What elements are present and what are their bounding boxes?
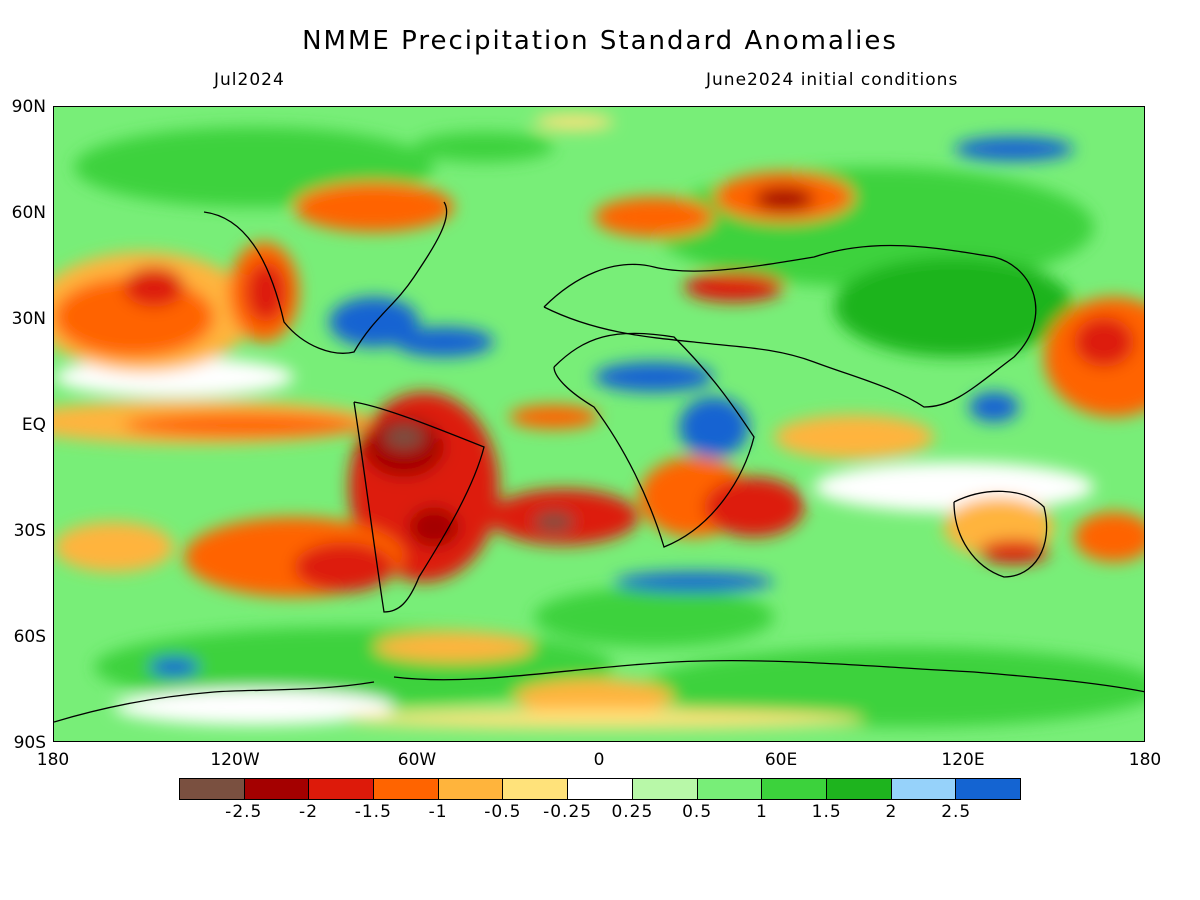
color-scale-label: -2 [299,802,318,822]
color-scale-label: 1.5 [812,802,842,822]
lon-label-60e: 60E [765,750,797,770]
color-scale-label: 0.5 [682,802,712,822]
color-scale-swatch [827,779,892,799]
color-scale-swatch [374,779,439,799]
color-scale-label: 1 [756,802,768,822]
lat-label-60n: 60N [0,203,46,223]
lat-label-30s: 30S [0,521,46,541]
color-scale-swatch [956,779,1020,799]
color-scale-swatch [698,779,763,799]
color-scale-label: 2 [886,802,898,822]
lon-label-120e: 120E [941,750,984,770]
lat-label-60s: 60S [0,627,46,647]
map-title: NMME Precipitation Standard Anomalies [0,26,1200,56]
color-scale-label: -1.5 [355,802,392,822]
color-scale-swatch [245,779,310,799]
valid-month-label: Jul2024 [214,70,285,90]
color-scale-swatch [503,779,568,799]
lon-label-180e: 180 [1129,750,1161,770]
color-scale-swatch [568,779,633,799]
color-scale-swatch [180,779,245,799]
lon-label-0: 0 [594,750,605,770]
anomaly-map [53,106,1145,742]
color-scale-bar [179,778,1021,800]
color-scale-swatch [309,779,374,799]
lat-label-90n: 90N [0,97,46,117]
color-scale-label: -2.5 [225,802,262,822]
lon-label-120w: 120W [210,750,259,770]
color-scale-swatch [892,779,957,799]
lat-label-eq: EQ [0,415,46,435]
lon-label-180w: 180 [37,750,69,770]
color-scale-label: -1 [429,802,448,822]
anomaly-field [54,107,1145,742]
color-scale-label: -0.5 [484,802,521,822]
color-scale-label: 0.25 [611,802,653,822]
lat-label-30n: 30N [0,309,46,329]
color-scale-label: -0.25 [543,802,592,822]
initial-conditions-label: June2024 initial conditions [706,70,958,90]
color-scale-label: 2.5 [941,802,971,822]
color-scale-swatch [762,779,827,799]
lon-label-60w: 60W [398,750,436,770]
color-scale-swatch [439,779,504,799]
color-scale-swatch [633,779,698,799]
